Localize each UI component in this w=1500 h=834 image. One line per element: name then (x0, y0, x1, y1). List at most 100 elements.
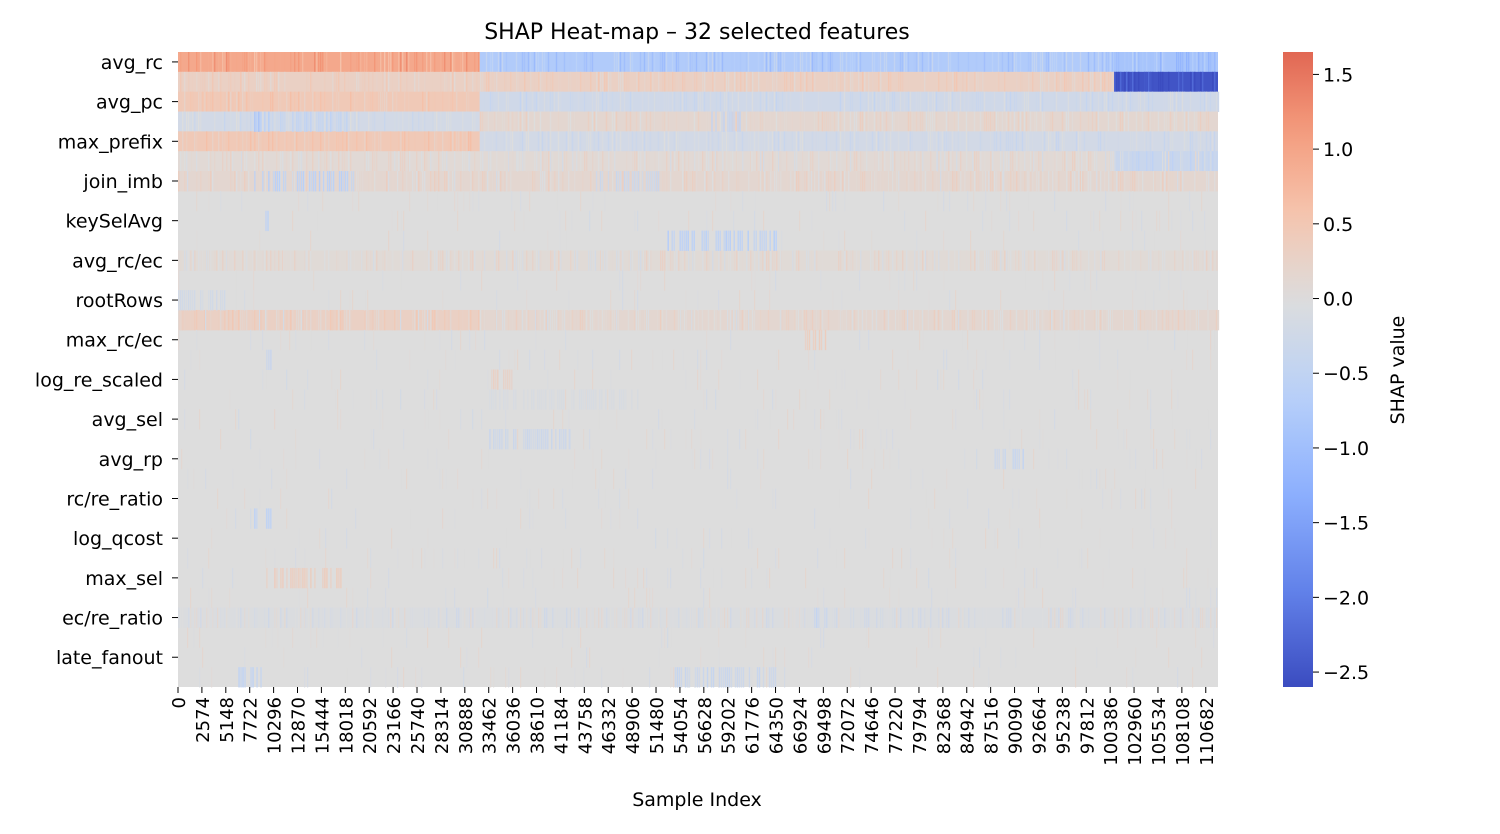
heatmap-cell (1183, 567, 1185, 589)
heatmap-cell (630, 250, 632, 271)
heatmap-band-cell (320, 111, 322, 132)
heatmap-cell (535, 309, 537, 331)
heatmap-cell (871, 468, 873, 490)
heatmap-cell (581, 309, 584, 331)
heatmap-cell (228, 250, 230, 271)
heatmap-cell (1210, 587, 1212, 609)
heatmap-cell (1101, 52, 1104, 73)
heatmap-cell (294, 52, 296, 73)
heatmap-cell (819, 91, 822, 113)
heatmap-cell (1105, 91, 1108, 113)
heatmap-cell (1082, 71, 1084, 93)
heatmap-cell (720, 171, 722, 192)
heatmap-cell (1196, 52, 1198, 73)
heatmap-cell (938, 71, 940, 93)
heatmap-cell (755, 131, 758, 152)
heatmap-cell (968, 607, 970, 628)
heatmap-cell (408, 111, 410, 132)
heatmap-cell (817, 369, 819, 390)
heatmap-cell (1126, 429, 1128, 450)
heatmap-cell (774, 171, 776, 192)
heatmap-cell (230, 71, 232, 93)
heatmap-cell (893, 91, 896, 113)
heatmap-cell (697, 349, 699, 370)
heatmap-cell (481, 309, 484, 331)
heatmap-band-cell (535, 429, 537, 450)
heatmap-cell (184, 71, 186, 93)
heatmap-cell (325, 548, 327, 569)
heatmap-cell (514, 250, 516, 271)
heatmap-cell (593, 91, 596, 113)
heatmap-cell (922, 250, 924, 271)
heatmap-cell (820, 429, 822, 450)
heatmap-cell (427, 190, 429, 212)
heatmap-cell (1037, 91, 1040, 113)
heatmap-cell (253, 270, 255, 291)
heatmap-cell (355, 607, 357, 628)
heatmap-cell (764, 171, 766, 192)
heatmap-cell (692, 607, 694, 628)
heatmap-cell (988, 607, 990, 628)
heatmap-cell (436, 190, 438, 212)
heatmap-cell (924, 71, 926, 93)
heatmap-cell (935, 131, 938, 152)
x-tick-label: 92664 (1029, 697, 1050, 754)
heatmap-cell (872, 250, 874, 271)
heatmap-cell (799, 389, 801, 410)
heatmap-cell (1090, 468, 1092, 490)
heatmap-cell (843, 131, 846, 152)
heatmap-cell (629, 131, 632, 152)
heatmap-cell (778, 151, 780, 172)
heatmap-cell (865, 528, 867, 549)
heatmap-cell (1063, 131, 1066, 152)
heatmap-cell (1132, 210, 1134, 232)
heatmap-cell (1194, 171, 1196, 192)
heatmap-cell (506, 71, 508, 93)
heatmap-cell (776, 151, 778, 172)
heatmap-cell (1079, 131, 1082, 152)
heatmap-cell (754, 290, 756, 311)
heatmap-cell (552, 607, 554, 628)
heatmap-cell (948, 250, 950, 271)
heatmap-cell (934, 250, 936, 271)
x-tick-label: 77220 (886, 697, 907, 754)
heatmap-cell (853, 151, 855, 172)
heatmap-cell (844, 171, 846, 192)
heatmap-cell (248, 607, 250, 628)
heatmap-cell (1117, 349, 1119, 370)
heatmap-cell (246, 309, 248, 331)
heatmap-cell (715, 52, 718, 73)
heatmap-cell (1039, 409, 1041, 430)
heatmap-cell (908, 71, 910, 93)
heatmap-cell (955, 567, 957, 589)
heatmap-cell (1153, 290, 1155, 311)
heatmap-cell (919, 111, 922, 132)
heatmap-cell (1036, 567, 1038, 589)
heatmap-cell (474, 607, 476, 628)
heatmap-cell (298, 607, 300, 628)
heatmap-cell (667, 131, 670, 152)
heatmap-band-cell (691, 230, 693, 251)
heatmap-band-cell (292, 111, 294, 132)
heatmap-cell (386, 171, 388, 192)
heatmap-cell (1208, 607, 1210, 628)
heatmap-cell (767, 111, 770, 132)
heatmap-cell (964, 448, 966, 470)
heatmap-cell (651, 52, 654, 73)
heatmap-cell (814, 349, 816, 370)
heatmap-cell (602, 607, 604, 628)
heatmap-cell (1134, 250, 1136, 271)
heatmap-cell (540, 607, 542, 628)
heatmap-cell (410, 151, 412, 172)
heatmap-cell (182, 151, 184, 172)
heatmap-cell (840, 71, 842, 93)
heatmap-band-cell (505, 369, 507, 390)
heatmap-cell (586, 647, 588, 668)
heatmap-cell (614, 607, 616, 628)
heatmap-cell (840, 171, 842, 192)
heatmap-cell (1140, 607, 1142, 628)
heatmap-cell (855, 309, 858, 331)
heatmap-cell (667, 627, 669, 648)
heatmap-cell (1039, 349, 1041, 370)
heatmap-cell (440, 607, 442, 628)
